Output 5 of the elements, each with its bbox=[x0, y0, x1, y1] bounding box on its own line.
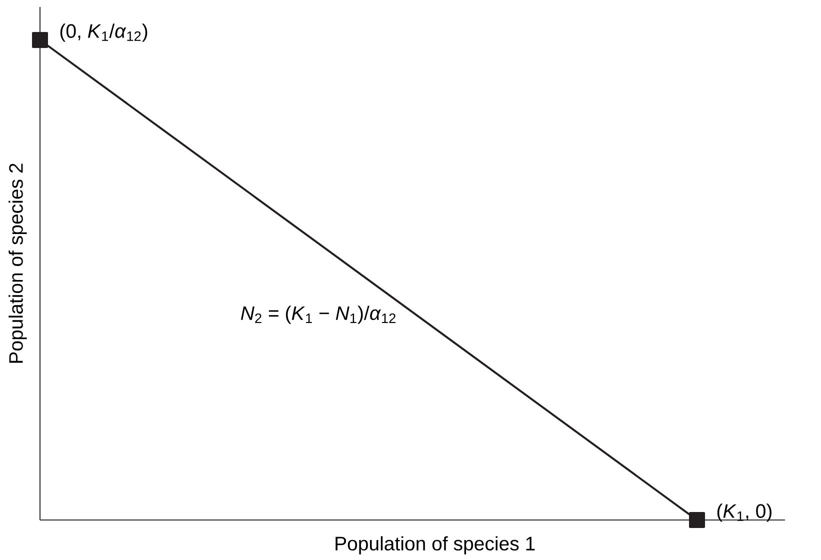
annotation: (0, K$_{1}$/α$_{12}$) bbox=[60, 24, 148, 42]
x-axis-title: Population of species 1 bbox=[336, 536, 535, 554]
text: N$_{2}$ = (K$_{1}$ − N$_{1}$)/α$_{12}$ bbox=[240, 306, 396, 324]
annotation: (K$_{1}$, 0) bbox=[717, 504, 772, 522]
y-axis-title: Population of species 2 bbox=[8, 164, 27, 363]
